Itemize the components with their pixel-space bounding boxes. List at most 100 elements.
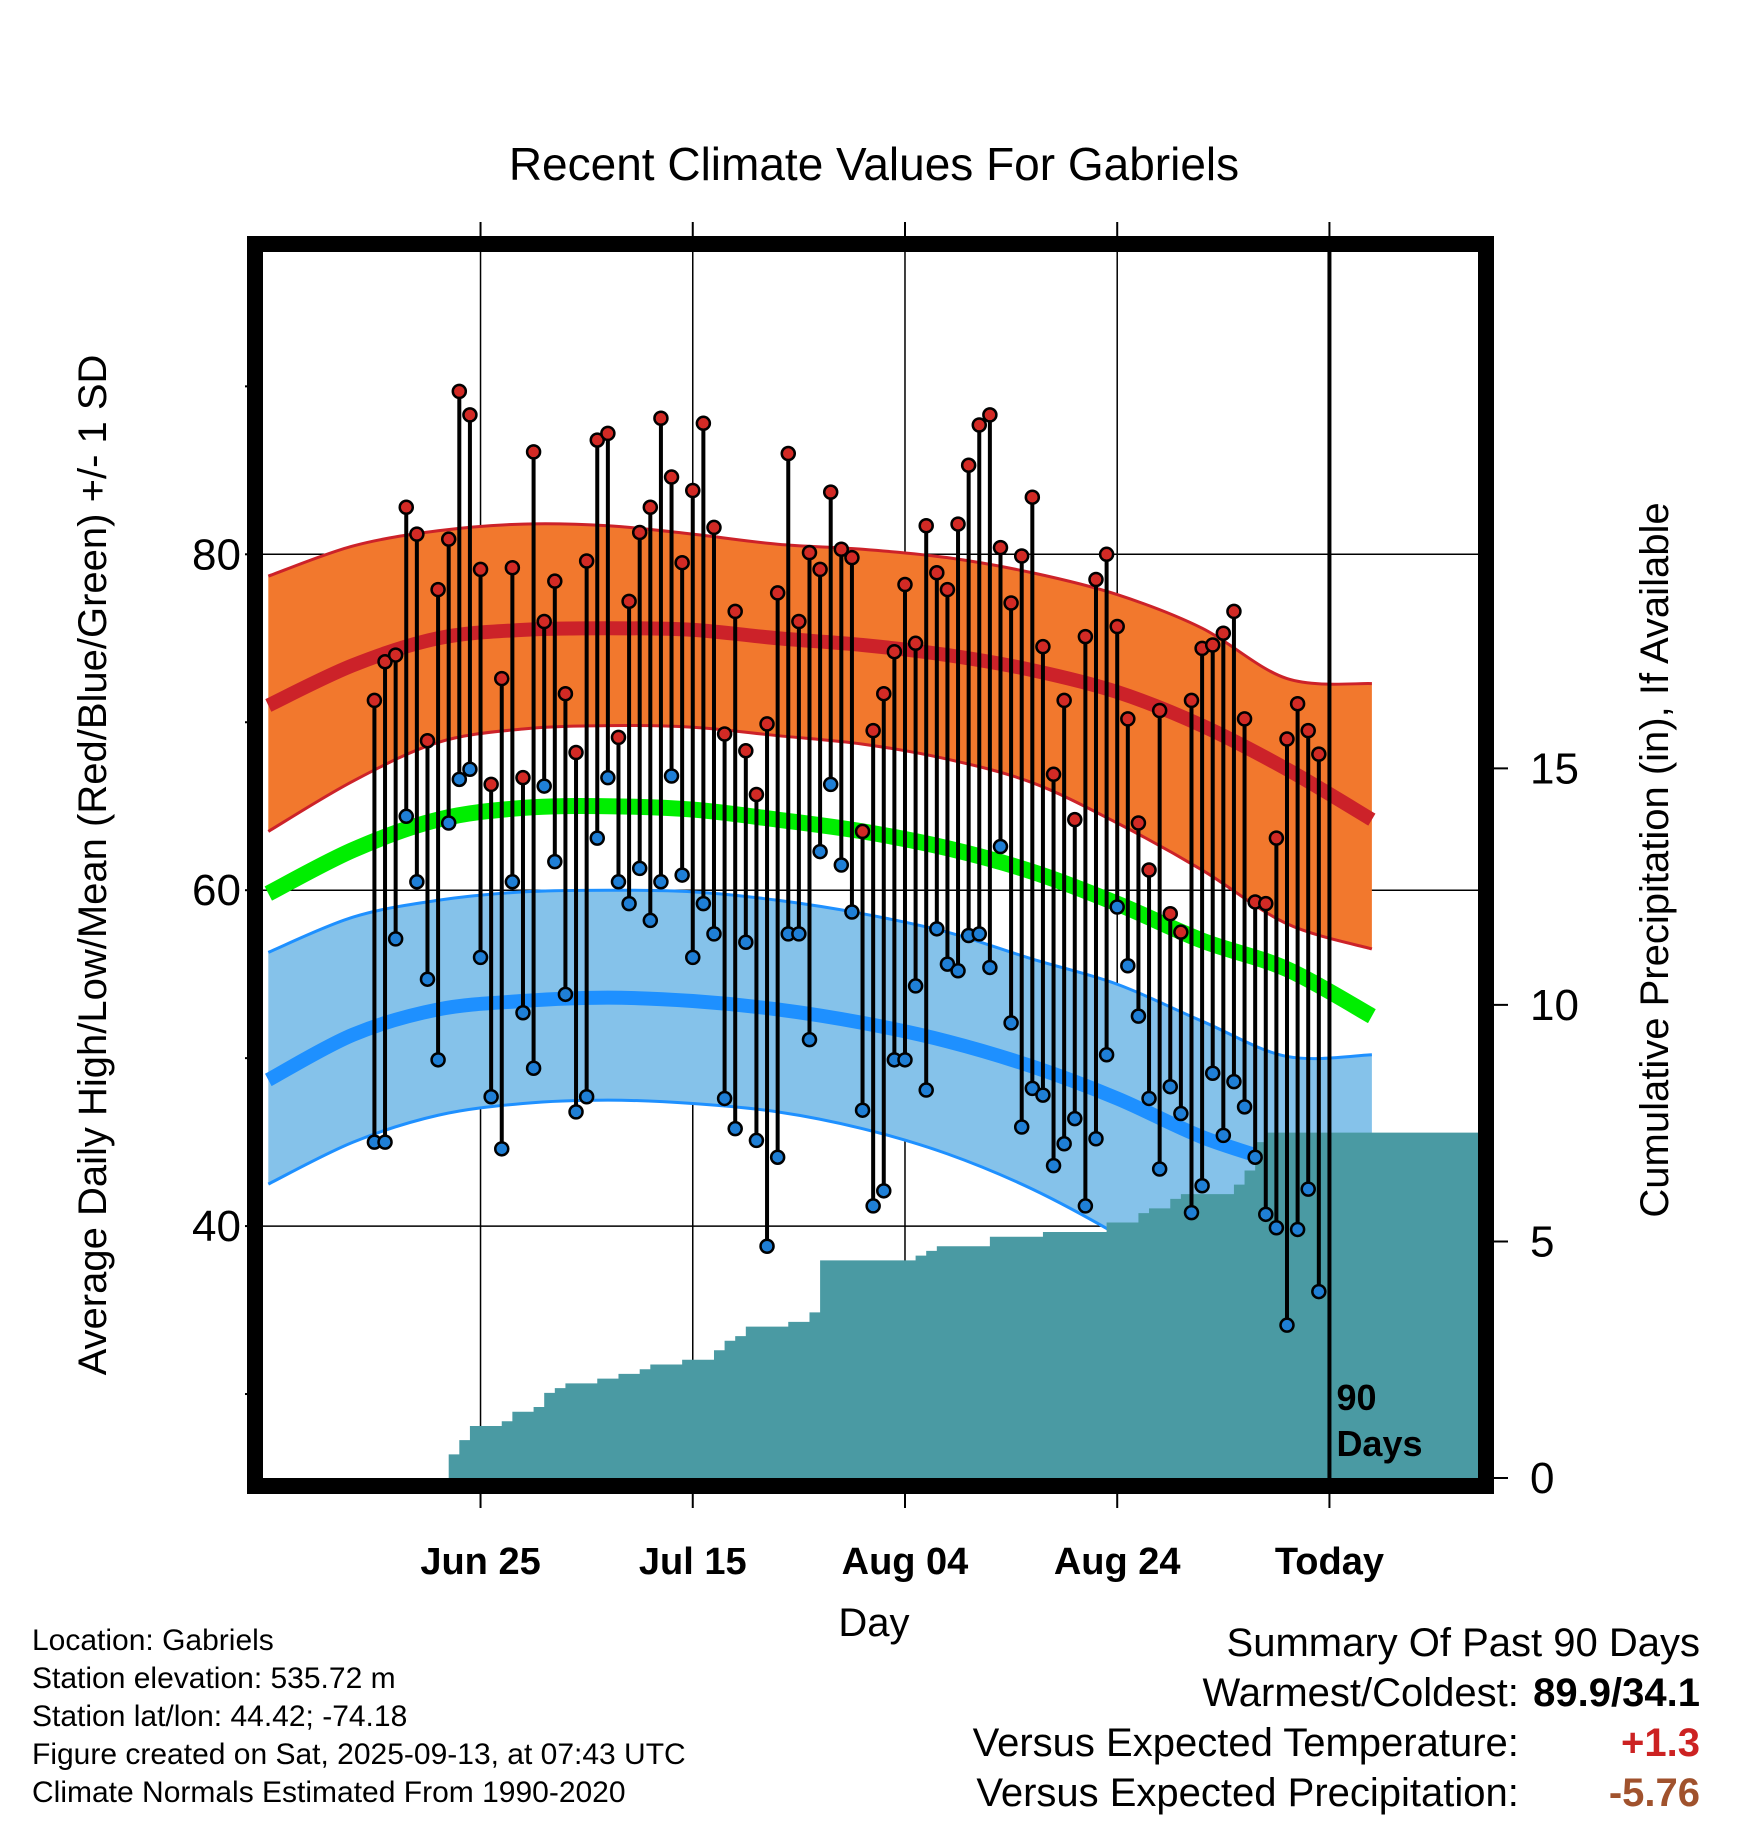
x-tick-label: Today (1275, 1541, 1384, 1583)
daily-low-point (589, 830, 606, 846)
daily-high-point (547, 573, 563, 589)
daily-high-point (377, 654, 393, 670)
daily-low-point (1109, 899, 1125, 915)
daily-low-point (504, 874, 521, 890)
daily-high-point (769, 585, 786, 601)
daily-high-point (1013, 548, 1030, 564)
y-tick-label: 80 (192, 530, 241, 579)
daily-low-point (419, 971, 436, 987)
daily-high-point (1151, 702, 1168, 719)
station-info: Location: Gabriels Station elevation: 53… (32, 1622, 686, 1812)
daily-low-point (387, 931, 404, 947)
daily-high-point (1279, 731, 1295, 747)
daily-low-point (653, 874, 669, 890)
daily-low-point (515, 1005, 531, 1021)
plot-area: 90 Days 40 60 80 0 5 10 15 Jun 25 Jul 15 Aug 04 Aug … (192, 222, 1579, 1583)
daily-high-point (536, 613, 552, 630)
daily-high-point (1077, 628, 1094, 645)
daily-high-point (929, 565, 945, 581)
daily-low-point (621, 895, 637, 912)
summary-row-temperature: Versus Expected Temperature: +1.3 (973, 1718, 1700, 1768)
daily-high-point (1289, 696, 1306, 712)
info-latlon: Station lat/lon: 44.42; -74.18 (32, 1700, 408, 1733)
daily-low-point (1268, 1220, 1285, 1236)
daily-low-point (1311, 1283, 1327, 1300)
daily-high-point (716, 726, 733, 742)
daily-high-point (759, 716, 775, 732)
daily-high-point (833, 541, 850, 558)
daily-high-point (865, 722, 881, 739)
daily-low-point (1098, 1047, 1115, 1063)
y2-tick-label: 10 (1530, 981, 1579, 1030)
daily-high-point (483, 776, 499, 793)
daily-low-point (451, 771, 468, 788)
daily-high-point (409, 526, 425, 542)
daily-high-point (791, 613, 807, 630)
daily-low-point (1162, 1078, 1179, 1095)
daily-high-point (907, 635, 924, 652)
daily-high-point (801, 544, 818, 561)
daily-high-point (1173, 924, 1189, 940)
daily-low-point (1279, 1317, 1295, 1333)
daily-high-point (1236, 711, 1253, 727)
low-normal-line (264, 990, 1375, 1206)
precip-area (374, 1132, 1478, 1478)
daily-low-point (907, 978, 924, 994)
daily-high-point (982, 407, 998, 423)
high-band-upper-edge (267, 522, 1372, 686)
daily-high-point (663, 469, 680, 485)
daily-low-point (1173, 1105, 1189, 1122)
daily-high-point (440, 531, 457, 547)
daily-high-point (950, 516, 966, 532)
daily-high-point (631, 524, 648, 541)
daily-high-point (780, 445, 797, 462)
low-band-upper-edge (267, 888, 1372, 1061)
daily-low-point (377, 1134, 393, 1150)
daily-low-point (1120, 958, 1136, 974)
y-tick-label: 40 (192, 1202, 241, 1251)
daily-low-point (483, 1089, 499, 1105)
summary-label: Warmest/Coldest: (1202, 1671, 1519, 1715)
daily-high-point (525, 444, 542, 460)
daily-low-point (557, 986, 574, 1003)
daily-high-point (876, 685, 892, 702)
summary-value: -5.76 (1608, 1771, 1700, 1815)
x-tick-label: Jun 25 (420, 1541, 540, 1583)
summary-label: Versus Expected Temperature: (972, 1721, 1519, 1765)
daily-high-point (1141, 862, 1157, 878)
y2-tick-label: 5 (1530, 1217, 1554, 1266)
summary-row-warmest: Warmest/Coldest: 89.9/34.1 (973, 1668, 1701, 1718)
daily-low-point (812, 843, 828, 860)
daily-low-point (1258, 1206, 1274, 1223)
daily-low-point (801, 1031, 818, 1048)
daily-low-point (918, 1082, 934, 1098)
daily-high-point (1045, 766, 1062, 783)
daily-high-point (568, 744, 584, 761)
daily-low-point (1289, 1221, 1306, 1238)
info-location: Location: Gabriels (32, 1624, 274, 1657)
daily-high-point (387, 647, 404, 663)
daily-low-point (642, 912, 659, 929)
daily-low-point (600, 769, 616, 786)
daily-high-point (685, 482, 701, 499)
daily-low-point (1141, 1090, 1157, 1107)
daily-high-point (854, 823, 871, 840)
summary-heading: Summary Of Past 90 Days (1226, 1621, 1700, 1665)
daily-high-point (419, 732, 436, 749)
daily-high-point (398, 499, 415, 516)
daily-low-point (685, 949, 701, 966)
daily-high-point (897, 576, 913, 593)
x-tick-label: Aug 24 (1054, 1541, 1181, 1583)
daily-low-point (982, 959, 998, 976)
y-axis-label: Average Daily High/Low/Mean (Red/Blue/Gr… (71, 355, 115, 1376)
daily-low-point (769, 1149, 786, 1165)
daily-low-point (1024, 1080, 1041, 1097)
daily-low-point (791, 926, 807, 942)
summary-value: 89.9/34.1 (1533, 1671, 1700, 1715)
daily-high-point (844, 549, 860, 566)
daily-high-point (812, 561, 828, 578)
daily-high-point (1035, 638, 1051, 655)
daily-high-point (610, 729, 627, 746)
daily-low-point (1035, 1087, 1051, 1103)
